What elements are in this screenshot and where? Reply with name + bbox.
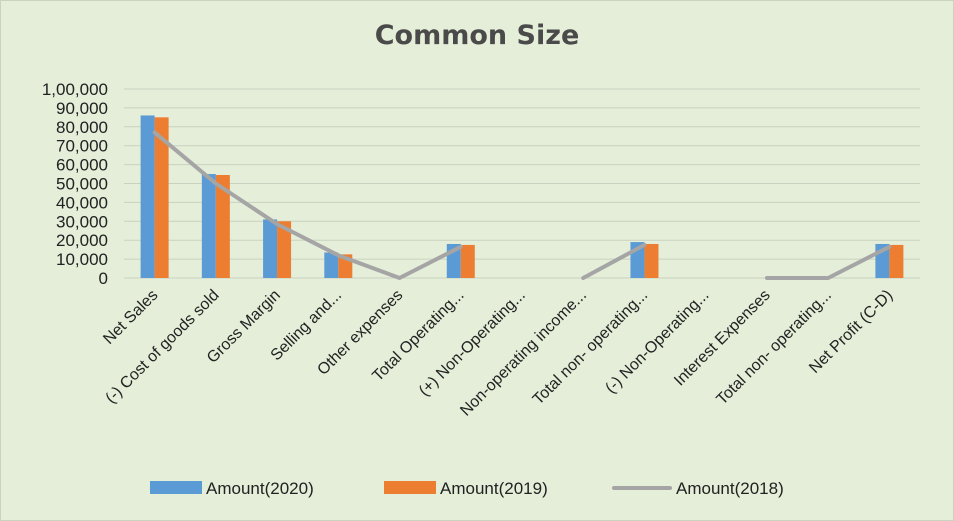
bar-amount-2019--1: [215, 174, 230, 278]
x-tick-label: Net Sales: [100, 287, 161, 348]
line-segment-amount-2018: [152, 130, 463, 280]
x-tick-label: Non-operating income...: [457, 287, 590, 420]
x-tick-label: Total non- operating...: [530, 287, 651, 408]
y-tick-label: 20,000: [56, 231, 108, 250]
y-tick-label: 10,000: [56, 250, 108, 269]
y-tick-label: 60,000: [56, 156, 108, 175]
y-tick-label: 0: [99, 269, 108, 288]
line-segment-amount-2018: [764, 244, 892, 280]
legend-label: Amount(2018): [676, 479, 784, 498]
y-axis-tick-labels: 010,00020,00030,00040,00050,00060,00070,…: [42, 80, 108, 288]
x-tick-label: (-) Cost of goods sold: [102, 287, 222, 407]
legend-swatch: [384, 481, 436, 494]
line-series: [152, 130, 892, 280]
y-tick-label: 40,000: [56, 193, 108, 212]
y-tick-label: 90,000: [56, 99, 108, 118]
bar-amount-2020--0: [140, 115, 155, 279]
bar-amount-2019--8: [644, 243, 659, 278]
legend: Amount(2020) Amount(2019) Amount(2018): [150, 479, 784, 498]
bar-amount-2019--12: [889, 244, 904, 278]
y-tick-label: 70,000: [56, 137, 108, 156]
y-tick-label: 1,00,000: [42, 80, 108, 99]
legend-label: Amount(2020): [206, 479, 314, 498]
bar-amount-2020--3: [324, 252, 339, 278]
bars: [140, 115, 904, 279]
chart-title: Common Size: [374, 20, 580, 51]
x-tick-label: (+) Non-Operating...: [416, 287, 529, 400]
legend-label: Amount(2019): [440, 479, 548, 498]
bar-amount-2019--0: [154, 117, 169, 278]
x-tick-label: Total non- operating...: [714, 287, 835, 408]
bar-amount-2020--2: [263, 219, 278, 278]
x-tick-label: (-) Non-Operating...: [602, 287, 712, 397]
gridlines: [124, 88, 920, 279]
bar-amount-2019--5: [460, 244, 475, 278]
y-tick-label: 50,000: [56, 175, 108, 194]
legend-swatch: [150, 481, 202, 494]
line-segment-amount-2018: [581, 242, 647, 280]
bar-amount-2020--1: [201, 174, 216, 278]
y-tick-label: 80,000: [56, 118, 108, 137]
bar-amount-2019--2: [277, 221, 292, 278]
y-tick-label: 30,000: [56, 212, 108, 231]
